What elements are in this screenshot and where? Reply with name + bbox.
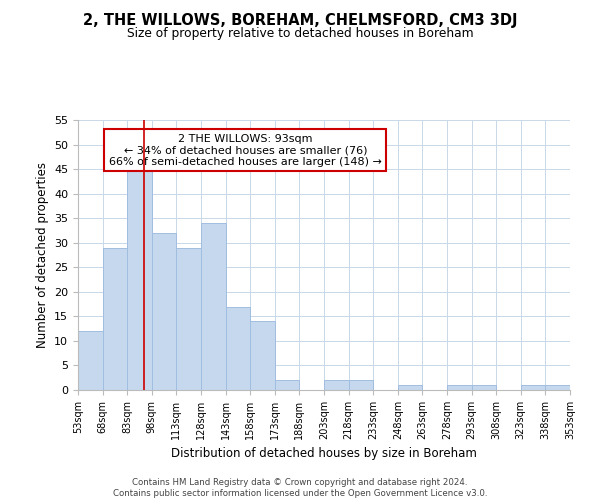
Bar — [103, 248, 127, 390]
Y-axis label: Number of detached properties: Number of detached properties — [35, 162, 49, 348]
Bar — [78, 331, 103, 390]
Text: Contains HM Land Registry data © Crown copyright and database right 2024.
Contai: Contains HM Land Registry data © Crown c… — [113, 478, 487, 498]
Text: Size of property relative to detached houses in Boreham: Size of property relative to detached ho… — [127, 28, 473, 40]
Bar — [226, 306, 250, 390]
Bar — [201, 223, 226, 390]
Bar — [152, 233, 176, 390]
Text: 2, THE WILLOWS, BOREHAM, CHELMSFORD, CM3 3DJ: 2, THE WILLOWS, BOREHAM, CHELMSFORD, CM3… — [83, 12, 517, 28]
Bar — [176, 248, 201, 390]
Bar — [545, 385, 570, 390]
Bar — [250, 322, 275, 390]
Bar — [521, 385, 545, 390]
Bar — [275, 380, 299, 390]
Bar — [447, 385, 472, 390]
Bar — [324, 380, 349, 390]
Text: 2 THE WILLOWS: 93sqm
← 34% of detached houses are smaller (76)
66% of semi-detac: 2 THE WILLOWS: 93sqm ← 34% of detached h… — [109, 134, 382, 166]
Bar — [398, 385, 422, 390]
Bar — [127, 164, 152, 390]
X-axis label: Distribution of detached houses by size in Boreham: Distribution of detached houses by size … — [171, 448, 477, 460]
Bar — [349, 380, 373, 390]
Bar — [472, 385, 496, 390]
